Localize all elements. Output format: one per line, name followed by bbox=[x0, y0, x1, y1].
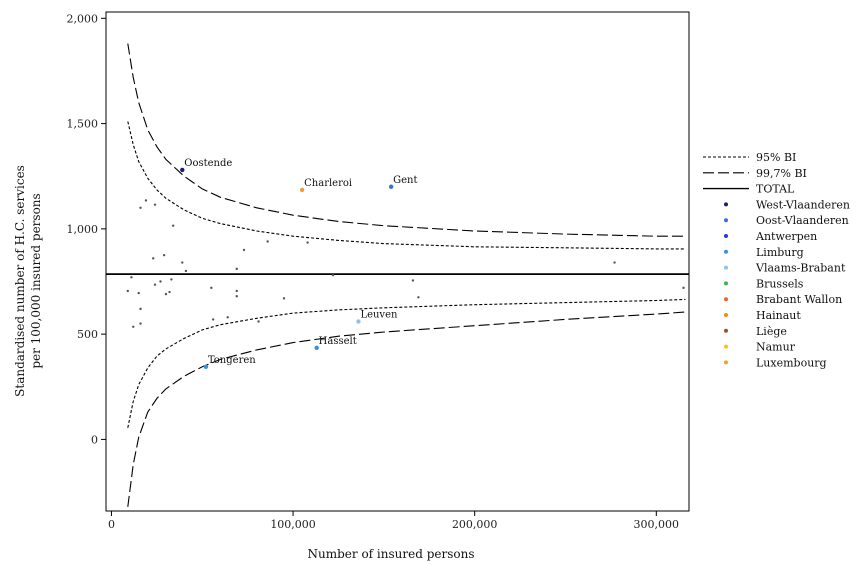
y-tick-label-3: 1,500 bbox=[67, 118, 99, 131]
ci997-upper-curve bbox=[127, 43, 686, 237]
labeled-point-2 bbox=[388, 184, 394, 189]
data-point-2 bbox=[153, 203, 157, 206]
ci997-lower-curve bbox=[127, 311, 686, 507]
legend-marker-7 bbox=[724, 313, 728, 317]
legend-label-9: Namur bbox=[756, 341, 796, 354]
legend-label-2: Antwerpen bbox=[755, 230, 817, 243]
data-point-27 bbox=[211, 318, 215, 321]
plot-content: Oostende Charleroi Gent Leuven Hasselt Tonger… bbox=[106, 43, 689, 507]
y-tick-label-4: 2,000 bbox=[67, 12, 99, 25]
legend-ci95-label: 95% BI bbox=[756, 151, 796, 164]
labeled-point-3 bbox=[356, 319, 361, 324]
data-point-5 bbox=[162, 253, 166, 257]
data-point-7 bbox=[184, 269, 188, 273]
data-point-33 bbox=[613, 261, 616, 264]
data-point-8 bbox=[242, 248, 246, 252]
legend-marker-2 bbox=[724, 234, 728, 238]
y-tick-label-0: 0 bbox=[91, 433, 98, 446]
data-point-26 bbox=[139, 322, 142, 325]
x-axis-title: Number of insured persons bbox=[308, 547, 475, 561]
plot-frame bbox=[105, 11, 690, 512]
data-point-14 bbox=[159, 280, 162, 283]
legend-label-4: Vlaams-Brabant bbox=[755, 262, 846, 275]
plot-area: Oostende Charleroi Gent Leuven Hasselt Tonger… bbox=[106, 43, 689, 507]
x-tick-label-1: 100,000 bbox=[270, 518, 316, 531]
point-label-5: Tongeren bbox=[208, 355, 256, 366]
data-point-28 bbox=[226, 316, 229, 319]
data-point-32 bbox=[417, 296, 420, 299]
data-point-17 bbox=[137, 291, 140, 295]
data-point-20 bbox=[210, 286, 213, 290]
x-tick-label-0: 0 bbox=[108, 518, 115, 531]
data-point-1 bbox=[144, 199, 148, 202]
data-point-30 bbox=[331, 273, 335, 277]
labeled-point-0 bbox=[180, 167, 185, 173]
point-label-0: Oostende bbox=[184, 158, 232, 169]
point-label-3: Leuven bbox=[360, 310, 398, 321]
point-label-4: Hasselt bbox=[319, 336, 357, 347]
data-point-13 bbox=[153, 283, 157, 286]
data-point-23 bbox=[282, 297, 286, 300]
data-point-19 bbox=[168, 290, 171, 294]
x-tick-label-2: 200,000 bbox=[452, 518, 498, 531]
legend-label-3: Limburg bbox=[756, 246, 804, 259]
data-point-12 bbox=[130, 276, 133, 279]
legend-marker-10 bbox=[724, 360, 728, 365]
y-tick-label-1: 500 bbox=[77, 328, 98, 341]
legend-marker-8 bbox=[724, 328, 728, 333]
legend-label-10: Luxembourg bbox=[756, 356, 827, 369]
labeled-point-1 bbox=[299, 187, 305, 193]
data-point-6 bbox=[181, 261, 184, 264]
data-point-0 bbox=[139, 206, 142, 210]
data-point-11 bbox=[235, 267, 238, 271]
legend-label-0: West-Vlaanderen bbox=[756, 198, 850, 211]
legend-marker-0 bbox=[724, 202, 728, 207]
data-point-25 bbox=[132, 325, 135, 328]
legend-ci997-label: 99,7% BI bbox=[756, 167, 807, 180]
legend-marker-3 bbox=[724, 249, 728, 254]
data-point-9 bbox=[266, 240, 269, 243]
legend-marker-5 bbox=[724, 281, 728, 286]
data-point-18 bbox=[164, 292, 168, 296]
y-axis-title-line-1: Standardised number of H.C. services bbox=[13, 165, 27, 397]
legend-label-7: Hainaut bbox=[756, 309, 801, 322]
data-point-16 bbox=[126, 289, 129, 293]
legend-marker-1 bbox=[724, 218, 728, 223]
legend-marker-9 bbox=[724, 344, 728, 349]
legend-marker-4 bbox=[724, 265, 728, 270]
point-label-1: Charleroi bbox=[304, 178, 352, 189]
labeled-point-4 bbox=[314, 345, 319, 351]
labeled-point-5 bbox=[203, 364, 209, 369]
legend-marker-6 bbox=[724, 297, 728, 302]
y-axis-title-line-2: per 100,000 insured persons bbox=[29, 193, 43, 368]
x-tick-label-3: 300,000 bbox=[634, 518, 680, 531]
legend-label-5: Brussels bbox=[756, 277, 804, 290]
ci95-lower-curve bbox=[127, 298, 686, 428]
data-point-4 bbox=[152, 257, 155, 260]
data-point-21 bbox=[235, 289, 238, 293]
y-axis-title: Standardised number of H.C. services per… bbox=[13, 165, 43, 397]
data-point-10 bbox=[306, 241, 309, 244]
legend-total-label: TOTAL bbox=[756, 183, 795, 196]
legend-label-6: Brabant Wallon bbox=[756, 293, 842, 306]
legend-label-8: Liège bbox=[756, 325, 787, 338]
data-point-34 bbox=[682, 286, 685, 290]
point-label-2: Gent bbox=[393, 175, 417, 186]
data-point-3 bbox=[171, 224, 175, 227]
data-point-22 bbox=[235, 295, 238, 298]
data-point-15 bbox=[170, 278, 173, 281]
data-point-29 bbox=[257, 320, 260, 323]
legend: 95% BI 99,7% BI TOTAL West-Vlaanderen Oost-V… bbox=[703, 151, 850, 369]
axes: 0 100,000 200,000 300,000 0 500 1,000 1,500 2,00… bbox=[67, 12, 680, 531]
legend-label-1: Oost-Vlaanderen bbox=[756, 214, 849, 227]
data-point-24 bbox=[139, 307, 142, 311]
data-point-31 bbox=[411, 279, 415, 282]
y-tick-label-2: 1,000 bbox=[67, 223, 99, 236]
